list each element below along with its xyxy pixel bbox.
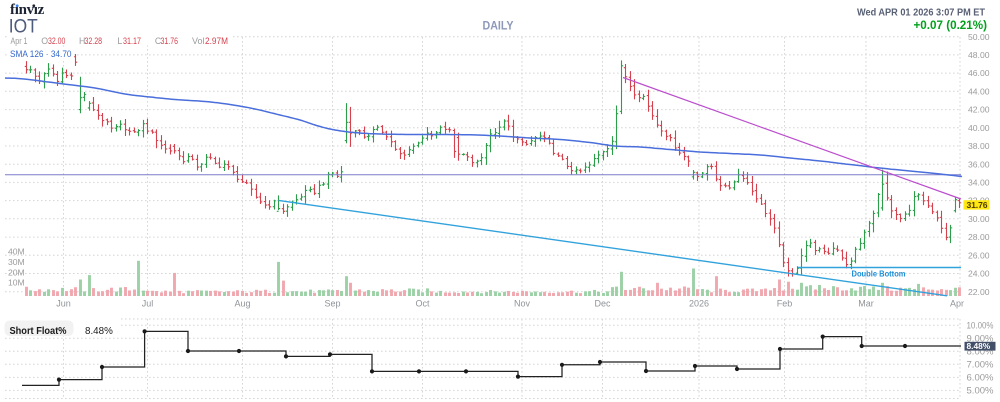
svg-text:8.48%: 8.48% [967, 341, 991, 351]
svg-text:48.00: 48.00 [968, 50, 990, 60]
svg-text:5.00%: 5.00% [967, 386, 994, 396]
svg-text:Jun: Jun [56, 299, 71, 309]
svg-text:Apr 1: Apr 1 [11, 36, 28, 46]
svg-text:Nov: Nov [514, 299, 531, 309]
svg-text:38.00: 38.00 [968, 141, 990, 151]
svg-text:30M: 30M [8, 257, 25, 267]
svg-text:+0.07 (0.21%): +0.07 (0.21%) [914, 18, 988, 32]
svg-text:IOT: IOT [9, 16, 38, 38]
svg-text:31.76: 31.76 [967, 200, 988, 210]
svg-text:DAILY: DAILY [483, 18, 514, 32]
svg-text:SMA 126 · 34.70: SMA 126 · 34.70 [10, 49, 72, 59]
svg-text:36.00: 36.00 [968, 159, 990, 169]
svg-text:22.00: 22.00 [968, 287, 990, 297]
svg-text:32.28: 32.28 [85, 36, 103, 46]
svg-text:20M: 20M [8, 267, 25, 277]
svg-text:46.00: 46.00 [968, 68, 990, 78]
svg-text:2026: 2026 [689, 299, 709, 309]
svg-text:H: H [79, 36, 85, 46]
svg-text:Dec: Dec [594, 299, 611, 309]
svg-text:Apr: Apr [950, 299, 964, 309]
svg-text:10M: 10M [8, 278, 25, 288]
svg-text:Jul: Jul [142, 299, 154, 309]
svg-text:28.00: 28.00 [968, 232, 990, 242]
svg-text:31.76: 31.76 [161, 36, 179, 46]
svg-text:fınvız: fınvız [10, 2, 45, 18]
svg-text:Wed APR 01 2026 3:07 PM ET: Wed APR 01 2026 3:07 PM ET [857, 6, 986, 18]
svg-text:26.00: 26.00 [968, 250, 990, 260]
svg-text:Feb: Feb [777, 299, 793, 309]
svg-text:Oct: Oct [415, 299, 430, 309]
svg-text:31.17: 31.17 [123, 36, 141, 46]
svg-text:24.00: 24.00 [968, 269, 990, 279]
svg-text:40M: 40M [8, 246, 25, 256]
svg-text:Double Bottom: Double Bottom [852, 270, 906, 279]
svg-text:Mar: Mar [858, 299, 874, 309]
svg-text:C: C [155, 36, 162, 46]
svg-text:Vol: Vol [192, 36, 205, 46]
svg-text:32.00: 32.00 [48, 36, 65, 46]
svg-text:8.48%: 8.48% [85, 326, 113, 337]
svg-text:Aug: Aug [234, 299, 250, 309]
svg-text:10.00%: 10.00% [967, 320, 994, 330]
svg-text:8.00%: 8.00% [967, 347, 994, 357]
svg-text:O: O [41, 36, 48, 46]
svg-text:L: L [117, 36, 122, 46]
svg-text:Short Float%: Short Float% [10, 326, 67, 337]
svg-text:7.00%: 7.00% [967, 360, 994, 370]
svg-text:42.00: 42.00 [968, 105, 990, 115]
svg-text:6.00%: 6.00% [967, 373, 994, 383]
svg-text:30.00: 30.00 [968, 214, 990, 224]
svg-text:Sep: Sep [324, 299, 340, 309]
svg-text:50.00: 50.00 [968, 32, 990, 42]
svg-text:9.00%: 9.00% [967, 333, 994, 343]
svg-text:44.00: 44.00 [968, 86, 990, 96]
svg-text:2.97M: 2.97M [205, 36, 228, 46]
svg-text:34.00: 34.00 [968, 178, 990, 188]
svg-text:40.00: 40.00 [968, 123, 990, 133]
